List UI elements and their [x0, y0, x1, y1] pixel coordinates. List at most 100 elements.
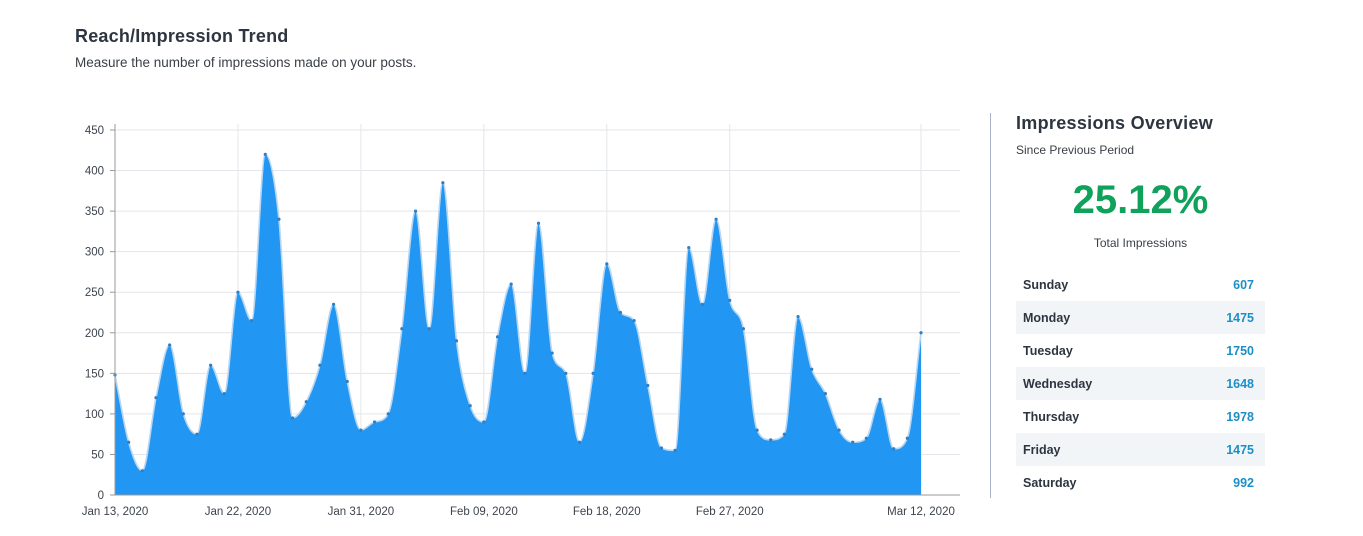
data-point — [441, 181, 445, 185]
data-point — [605, 262, 609, 266]
x-tick-label: Jan 13, 2020 — [82, 506, 149, 518]
y-tick-label: 300 — [85, 247, 104, 259]
weekday-name: Monday — [1023, 310, 1071, 325]
weekday-name: Saturday — [1023, 475, 1077, 490]
page-title: Reach/Impression Trend — [75, 26, 289, 46]
overview-title: Impressions Overview — [1016, 113, 1214, 133]
data-point — [892, 447, 896, 451]
data-point — [618, 310, 623, 315]
weekday-row-wednesday: Wednesday 1648 — [1016, 367, 1265, 400]
weekday-row-monday: Monday 1475 — [1016, 301, 1265, 334]
x-tick-label: Jan 31, 2020 — [328, 506, 395, 518]
x-tick-label: Feb 27, 2020 — [696, 506, 764, 518]
panel-divider — [990, 113, 991, 498]
weekday-value: 607 — [1233, 277, 1254, 292]
weekday-name: Friday — [1023, 442, 1061, 457]
data-point — [810, 367, 814, 371]
weekday-row-tuesday: Tuesday 1750 — [1016, 334, 1265, 367]
data-point — [646, 383, 650, 388]
data-point — [168, 343, 172, 347]
data-point — [769, 438, 773, 442]
y-tick-label: 350 — [85, 206, 104, 218]
data-point — [359, 428, 363, 432]
data-point — [318, 363, 322, 367]
data-point — [372, 420, 377, 424]
weekday-value: 992 — [1233, 475, 1254, 490]
x-tick-label: Mar 12, 2020 — [887, 506, 955, 518]
y-tick-label: 250 — [85, 287, 104, 299]
data-point — [673, 448, 677, 452]
weekday-table: Sunday 607 Monday 1475 Tuesday 1750 Wedn… — [1016, 268, 1265, 499]
y-tick-label: 200 — [85, 328, 104, 340]
weekday-value: 1750 — [1226, 343, 1254, 358]
y-tick-label: 400 — [85, 166, 104, 178]
data-point — [304, 400, 308, 404]
data-point — [632, 319, 636, 323]
data-point — [687, 246, 691, 250]
data-point — [577, 440, 582, 444]
data-point — [536, 221, 541, 225]
data-point — [250, 319, 254, 323]
data-point — [386, 412, 390, 416]
data-point — [331, 302, 336, 306]
impressions-label: Total Impressions — [1093, 236, 1188, 250]
data-point — [523, 371, 527, 375]
data-point — [564, 371, 568, 375]
data-point — [482, 420, 486, 424]
weekday-name: Sunday — [1023, 277, 1069, 292]
data-point — [222, 392, 226, 396]
weekday-value: 1475 — [1226, 442, 1254, 457]
weekday-name: Wednesday — [1023, 376, 1093, 391]
data-point — [741, 327, 746, 331]
impressions-percent: 25.12% — [1072, 178, 1209, 222]
data-point — [263, 152, 267, 156]
data-point — [837, 428, 841, 432]
data-point — [878, 397, 882, 401]
data-point — [550, 351, 554, 355]
data-point — [509, 282, 513, 286]
impressions-area — [115, 154, 921, 495]
data-point — [700, 302, 705, 306]
weekday-value: 1978 — [1226, 409, 1254, 424]
weekday-value: 1648 — [1226, 376, 1254, 391]
data-point — [823, 392, 827, 396]
data-point — [905, 436, 909, 440]
y-tick-label: 0 — [98, 490, 104, 502]
x-tick-label: Feb 09, 2020 — [450, 506, 518, 518]
data-point — [154, 396, 158, 400]
x-tick-label: Feb 18, 2020 — [573, 506, 641, 518]
page-subtitle: Measure the number of impressions made o… — [75, 55, 417, 70]
y-tick-label: 150 — [85, 368, 104, 380]
weekday-name: Thursday — [1023, 409, 1080, 424]
data-point — [591, 371, 595, 375]
data-point — [755, 428, 759, 432]
weekday-row-thursday: Thursday 1978 — [1016, 400, 1265, 433]
weekday-row-saturday: Saturday 992 — [1016, 466, 1265, 499]
data-point — [195, 432, 199, 436]
weekday-value: 1475 — [1226, 310, 1254, 325]
data-point — [659, 446, 664, 450]
data-point — [236, 290, 240, 294]
data-point — [209, 363, 213, 367]
data-point — [413, 209, 418, 213]
overview-subtitle: Since Previous Period — [1016, 143, 1135, 157]
data-point — [495, 335, 500, 339]
data-point — [277, 217, 281, 221]
data-point — [796, 314, 800, 319]
data-point — [864, 436, 868, 440]
x-tick-label: Jan 22, 2020 — [205, 506, 272, 518]
data-point — [290, 416, 295, 420]
data-point — [919, 331, 923, 335]
data-point — [427, 327, 431, 331]
data-point — [454, 339, 459, 343]
data-point — [400, 327, 404, 331]
y-tick-label: 100 — [85, 409, 104, 421]
data-point — [468, 404, 472, 408]
y-tick-label: 50 — [91, 449, 104, 461]
y-tick-label: 450 — [85, 125, 104, 137]
weekday-name: Tuesday — [1023, 343, 1073, 358]
data-point — [127, 440, 131, 444]
data-point — [714, 217, 718, 221]
impressions-area-chart: 450 400 350 300 250 200 150 100 50 0 Jan 13, 2020 J… — [82, 124, 960, 518]
weekday-row-sunday: Sunday 607 — [1016, 268, 1265, 301]
